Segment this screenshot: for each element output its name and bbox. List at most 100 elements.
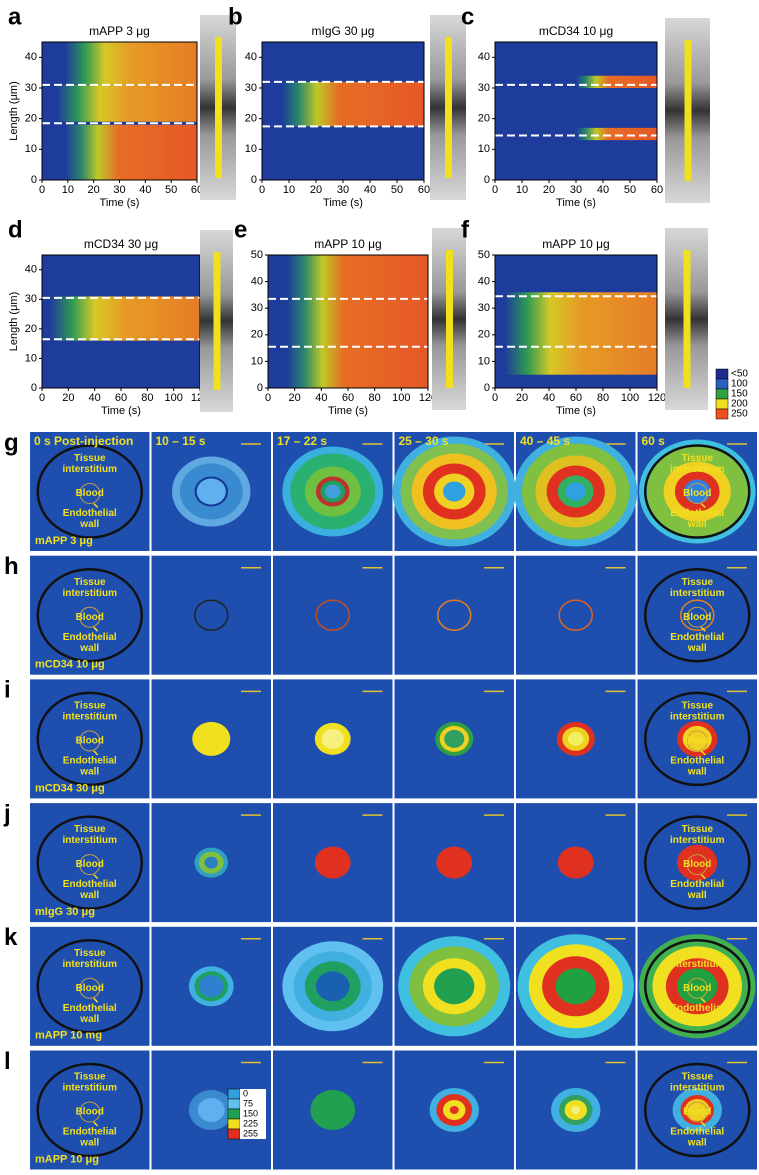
row-label: mIgG 30 μg: [35, 906, 95, 918]
annotation: Tissue: [682, 577, 714, 588]
y-tick-label: 30: [245, 82, 257, 94]
colorbar-label: 150: [243, 1108, 258, 1118]
x-tick-label: 10: [283, 184, 295, 196]
x-tick-label: 40: [139, 184, 151, 196]
panel-title: mAPP 10 μg: [542, 237, 609, 251]
y-tick-label: 10: [478, 143, 490, 155]
tissue-outline: [644, 691, 751, 787]
ring: [434, 968, 475, 1005]
row-letter: g: [4, 429, 19, 456]
annotation: Endothelial: [63, 508, 117, 519]
grid-cell: [516, 555, 636, 675]
annotation: Endothelial: [670, 1003, 724, 1014]
annotation: Tissue: [682, 453, 714, 464]
blood-vessel: [686, 730, 708, 752]
annotation: wall: [687, 643, 707, 654]
y-tick-label: 10: [25, 143, 37, 155]
pointer: [93, 997, 99, 1003]
annotation: wall: [687, 767, 707, 778]
panel-title: mCD34 10 μg: [539, 24, 613, 38]
panel-letter: a: [8, 3, 22, 30]
annotation: Blood: [683, 488, 711, 499]
column-header: 60 s: [642, 434, 666, 448]
ring: [682, 725, 712, 752]
y-tick-label: 30: [25, 293, 37, 305]
annotation: Blood: [683, 983, 711, 994]
yellow-bar: [213, 252, 221, 390]
y-tick-label: 50: [478, 249, 490, 261]
y-tick-label: 30: [478, 82, 490, 94]
annotation: Blood: [76, 859, 104, 870]
ring: [192, 721, 231, 756]
pointer: [93, 750, 99, 756]
y-tick-label: 30: [478, 302, 490, 314]
tissue-outline: [644, 939, 751, 1034]
pointer: [700, 750, 706, 756]
annotation: wall: [79, 519, 99, 530]
ring: [197, 1098, 225, 1122]
colorbar-label-bg: [240, 1129, 266, 1139]
row-label: mCD34 10 μg: [35, 659, 105, 671]
panel-title: mIgG 30 μg: [312, 24, 375, 38]
annotation: wall: [687, 1014, 707, 1025]
heatmap-bg: [495, 42, 657, 180]
row-letter: h: [4, 553, 19, 580]
annotation: interstitium: [63, 712, 118, 723]
row-label: mCD34 30 μg: [35, 782, 105, 794]
y-tick-label: 40: [478, 51, 490, 63]
row-label: mAPP 3 μg: [35, 535, 93, 547]
y-tick-label: 40: [25, 264, 37, 276]
x-tick-label: 30: [113, 184, 125, 196]
panel-letter: e: [234, 216, 247, 243]
heatmap-band: [281, 81, 424, 127]
x-tick-label: 60: [115, 392, 127, 404]
row-letter: k: [4, 924, 18, 951]
y-tick-label: 0: [484, 382, 490, 394]
annotation: Endothelial: [670, 1127, 724, 1138]
annotation: Tissue: [74, 824, 106, 835]
grid-cell: [30, 926, 150, 1046]
annotation: Endothelial: [670, 508, 724, 519]
grid-cell: [273, 555, 393, 675]
annotation: Endothelial: [63, 632, 117, 643]
y-tick-label: 20: [478, 113, 490, 125]
row-label: mAPP 10 mg: [35, 1030, 102, 1042]
row-letter: i: [4, 677, 11, 704]
annotation: wall: [79, 1014, 99, 1025]
tissue-outline: [36, 939, 143, 1034]
grid-cell: [637, 555, 757, 675]
colorbar-swatch: [227, 1098, 241, 1110]
colorbar-label: 255: [243, 1128, 258, 1138]
colorbar-label: 250: [731, 409, 748, 420]
annotation: Endothelial: [63, 1003, 117, 1014]
panel-letter: c: [461, 3, 474, 30]
x-tick-label: 80: [369, 392, 381, 404]
heatmap-band: [49, 296, 201, 341]
y-tick-label: 40: [25, 51, 37, 63]
heatmap-band: [65, 42, 197, 85]
x-axis-label: Time (s): [556, 405, 596, 417]
ring: [680, 599, 715, 631]
colorbar-swatch: [227, 1128, 241, 1140]
y-tick-label: 0: [31, 382, 37, 394]
row-label: mAPP 10 μg: [35, 1153, 99, 1165]
blood-vessel: [79, 606, 101, 628]
colorbar-label-bg: [240, 1089, 266, 1099]
pointer: [700, 874, 706, 880]
y-tick-label: 0: [484, 174, 490, 186]
tissue-outline: [36, 1062, 143, 1158]
blood-vessel: [79, 1101, 101, 1123]
yellow-bar: [215, 37, 222, 178]
pointer: [700, 997, 706, 1003]
pointer: [700, 502, 706, 509]
heatmap-band: [504, 292, 657, 375]
annotation: Blood: [76, 488, 104, 499]
annotation: interstitium: [63, 464, 118, 475]
grid-cell: [30, 803, 150, 923]
pointer: [700, 626, 706, 632]
pointer: [93, 1121, 99, 1127]
ring: [436, 846, 473, 879]
ring: [198, 975, 224, 998]
y-axis-label: Length (μm): [8, 81, 20, 141]
x-tick-label: 20: [289, 392, 301, 404]
